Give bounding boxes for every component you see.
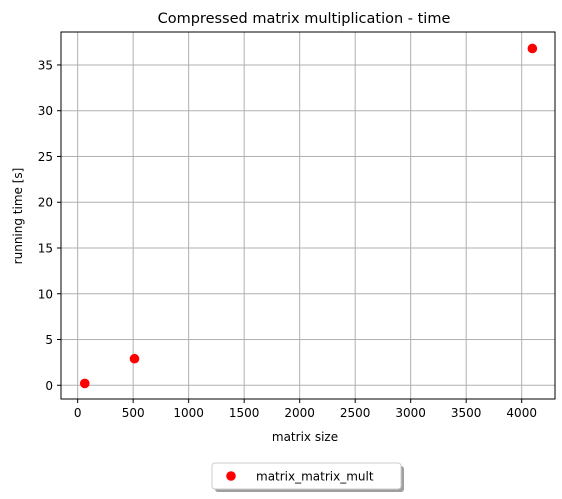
y-tick-label: 0 [45, 379, 53, 393]
y-tick-label: 35 [38, 58, 53, 72]
x-tick-label: 4000 [506, 406, 537, 420]
data-point [129, 353, 140, 364]
scatter-points [79, 43, 538, 389]
x-tick-label: 3000 [395, 406, 426, 420]
x-axis-title: matrix size [272, 430, 338, 444]
data-point [527, 43, 538, 54]
x-tick-label: 1000 [173, 406, 204, 420]
y-tick-label: 5 [45, 333, 53, 347]
legend: matrix_matrix_mult [211, 462, 404, 492]
plot-area-frame [60, 31, 556, 400]
x-tick-label: 3500 [451, 406, 482, 420]
chart-title: Compressed matrix multiplication - time [158, 11, 451, 27]
legend-box [211, 462, 402, 490]
y-axis-title: running time [s] [11, 168, 25, 265]
legend-marker [226, 471, 236, 481]
x-tick-label: 1500 [229, 406, 260, 420]
y-tick-label: 15 [38, 241, 53, 255]
grid-lines [61, 32, 555, 399]
y-tick-label: 20 [38, 196, 53, 210]
legend-label: matrix_matrix_mult [256, 470, 374, 484]
y-tick-label: 10 [38, 287, 53, 301]
axis-ticks: 0 500 1000 1500 2000 2500 3000 3500 4000 0 5 10 15 20… [38, 58, 537, 420]
x-tick-label: 0 [74, 406, 82, 420]
data-point [79, 378, 90, 389]
x-tick-label: 500 [122, 406, 145, 420]
y-tick-label: 30 [38, 104, 53, 118]
x-tick-label: 2500 [340, 406, 371, 420]
y-tick-label: 25 [38, 150, 53, 164]
x-tick-label: 2000 [284, 406, 315, 420]
